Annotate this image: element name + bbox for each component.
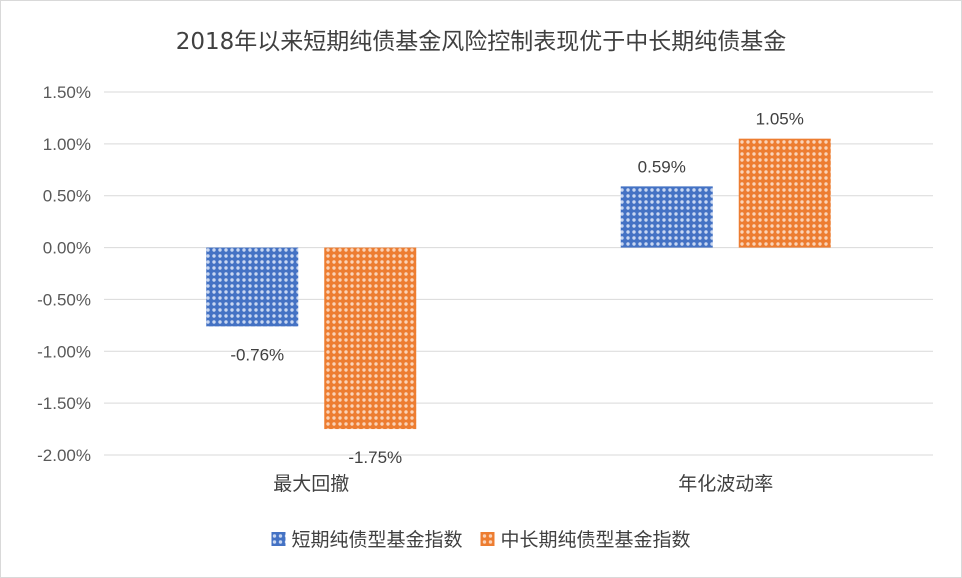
y-tick-label: 1.00% [43,135,91,154]
y-tick-label: 1.50% [43,83,91,102]
legend-item: 短期纯债型基金指数 [271,529,463,551]
bar-mid-long-term-0 [324,247,417,430]
legend-item: 中长期纯债型基金指数 [480,529,691,551]
legend-label: 短期纯债型基金指数 [291,529,462,551]
data-label: -1.75% [348,448,402,467]
bar-short-term-0 [206,247,299,327]
bar-short-term-1 [620,186,713,248]
category-label: 年化波动率 [678,473,773,495]
data-label: 0.59% [638,157,686,176]
y-tick-label: -2.00% [37,446,91,465]
data-labels: -0.76% -1.75% 0.59% 1.05% [230,110,804,467]
bar-mid-long-term-1 [738,138,831,248]
y-tick-label: -1.50% [37,394,91,413]
legend: 短期纯债型基金指数 中长期纯债型基金指数 [271,529,691,551]
chart-title: 2018年以来短期纯债基金风险控制表现优于中长期纯债基金 [176,29,787,55]
legend-label: 中长期纯债型基金指数 [501,529,691,551]
category-label: 最大回撤 [273,473,349,495]
legend-swatch [271,532,286,546]
legend-swatch [480,532,495,546]
category-labels: 最大回撤 年化波动率 [273,473,773,495]
y-tick-label: -0.50% [37,290,91,309]
data-label: -0.76% [230,345,284,364]
y-tick-label: -1.00% [37,342,91,361]
y-tick-label: 0.00% [43,239,91,258]
bars [206,138,831,430]
data-label: 1.05% [756,110,804,129]
y-tick-label: 0.50% [43,187,91,206]
y-axis-ticks: 1.50% 1.00% 0.50% 0.00% -0.50% -1.00% -1.50% -2… [37,83,91,465]
